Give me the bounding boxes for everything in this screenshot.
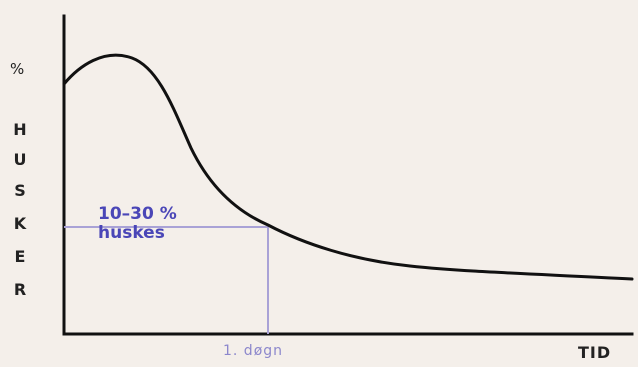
y-axis-letter-u: U bbox=[13, 150, 27, 169]
y-axis-letter-s: S bbox=[14, 181, 26, 200]
forgetting-curve bbox=[62, 53, 634, 281]
y-axis-letter-k: K bbox=[13, 214, 27, 233]
retention-callout: 10–30 % huskes bbox=[98, 205, 177, 242]
y-axis-letter-r: R bbox=[13, 280, 27, 299]
retention-callout-line-1: 10–30 % bbox=[98, 204, 177, 224]
day-marker-label: 1. døgn bbox=[223, 343, 284, 359]
x-axis-title: TID bbox=[578, 343, 612, 362]
y-axis-letter-h: H bbox=[13, 120, 27, 139]
y-axis-percent-label: % bbox=[10, 60, 25, 78]
retention-callout-line-2: huskes bbox=[98, 222, 165, 243]
y-axis-letter-e: E bbox=[14, 247, 26, 266]
